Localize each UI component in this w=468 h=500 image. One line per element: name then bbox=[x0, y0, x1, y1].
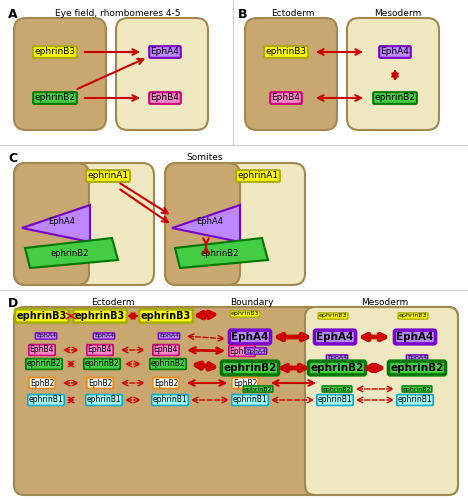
FancyBboxPatch shape bbox=[165, 163, 305, 285]
Text: EphB4: EphB4 bbox=[151, 94, 179, 102]
Text: EphA4: EphA4 bbox=[380, 48, 410, 56]
Text: ephrinB2: ephrinB2 bbox=[151, 360, 185, 368]
Text: A: A bbox=[8, 8, 18, 21]
Text: EphA4: EphA4 bbox=[196, 218, 223, 226]
Text: D: D bbox=[8, 297, 18, 310]
Text: ephrinB1: ephrinB1 bbox=[318, 396, 352, 404]
Text: EphA4: EphA4 bbox=[316, 332, 354, 342]
Polygon shape bbox=[22, 205, 90, 242]
Text: EphA4: EphA4 bbox=[396, 332, 434, 342]
Text: ephrinB3: ephrinB3 bbox=[231, 312, 259, 316]
Text: Boundary: Boundary bbox=[230, 298, 274, 307]
Text: ephrinB2: ephrinB2 bbox=[390, 363, 444, 373]
Text: ephrinB2: ephrinB2 bbox=[201, 250, 239, 258]
Text: ephrinB3: ephrinB3 bbox=[319, 314, 347, 318]
Text: ephrinB2: ephrinB2 bbox=[244, 386, 272, 392]
Text: Mesoderm: Mesoderm bbox=[361, 298, 409, 307]
Polygon shape bbox=[172, 205, 240, 242]
Text: ephrinB1: ephrinB1 bbox=[29, 396, 63, 404]
Text: EphB2: EphB2 bbox=[233, 378, 257, 388]
Text: EphB4: EphB4 bbox=[154, 346, 178, 354]
Text: ephrinB3: ephrinB3 bbox=[35, 48, 75, 56]
Text: ephrinB3: ephrinB3 bbox=[17, 311, 67, 321]
FancyBboxPatch shape bbox=[14, 18, 106, 130]
Text: EphB4: EphB4 bbox=[271, 94, 300, 102]
Text: ephrinB1: ephrinB1 bbox=[153, 396, 187, 404]
Text: Eye field, rhombomeres 4-5: Eye field, rhombomeres 4-5 bbox=[55, 9, 181, 18]
Text: ephrinB2: ephrinB2 bbox=[374, 94, 416, 102]
Text: B: B bbox=[238, 8, 248, 21]
FancyBboxPatch shape bbox=[14, 307, 458, 495]
Polygon shape bbox=[175, 238, 268, 268]
Text: ephrinB2: ephrinB2 bbox=[27, 360, 61, 368]
FancyBboxPatch shape bbox=[305, 307, 458, 495]
FancyBboxPatch shape bbox=[116, 18, 208, 130]
Text: ephrinB2: ephrinB2 bbox=[223, 363, 277, 373]
Text: ephrinB2: ephrinB2 bbox=[51, 250, 89, 258]
Polygon shape bbox=[25, 238, 118, 268]
Text: ephrinB1: ephrinB1 bbox=[87, 396, 121, 404]
Text: EphA4: EphA4 bbox=[246, 348, 266, 354]
FancyBboxPatch shape bbox=[347, 18, 439, 130]
Text: EphB2: EphB2 bbox=[30, 378, 54, 388]
Text: Mesoderm: Mesoderm bbox=[374, 9, 422, 18]
Text: ephrinA1: ephrinA1 bbox=[88, 172, 129, 180]
Text: EphB2: EphB2 bbox=[88, 378, 112, 388]
Text: ephrinB3: ephrinB3 bbox=[265, 48, 307, 56]
Text: ephrinB1: ephrinB1 bbox=[398, 396, 432, 404]
Text: ephrinB3: ephrinB3 bbox=[141, 311, 191, 321]
Text: ephrinB2: ephrinB2 bbox=[323, 386, 351, 392]
Text: ephrinB3: ephrinB3 bbox=[399, 314, 427, 318]
Text: ephrinB2: ephrinB2 bbox=[35, 94, 75, 102]
Text: EphA4: EphA4 bbox=[94, 334, 114, 338]
Text: ephrinB2: ephrinB2 bbox=[310, 363, 364, 373]
Text: Ectoderm: Ectoderm bbox=[91, 298, 135, 307]
Text: ephrinB3: ephrinB3 bbox=[75, 311, 125, 321]
Text: EphA4: EphA4 bbox=[48, 218, 75, 226]
Text: EphA4: EphA4 bbox=[151, 48, 179, 56]
Text: EphA4: EphA4 bbox=[407, 356, 427, 360]
Text: EphA4: EphA4 bbox=[231, 332, 269, 342]
Text: EphA4: EphA4 bbox=[36, 334, 56, 338]
FancyBboxPatch shape bbox=[245, 18, 337, 130]
Text: ephrinB1: ephrinB1 bbox=[233, 396, 267, 404]
Text: Ectoderm: Ectoderm bbox=[271, 9, 315, 18]
Text: EphA4: EphA4 bbox=[159, 334, 179, 338]
Text: C: C bbox=[8, 152, 17, 165]
Text: EphB2: EphB2 bbox=[154, 378, 178, 388]
FancyBboxPatch shape bbox=[165, 163, 240, 285]
Text: ephrinA1: ephrinA1 bbox=[237, 172, 278, 180]
Text: EphB4: EphB4 bbox=[230, 346, 254, 356]
Text: Somites: Somites bbox=[187, 153, 223, 162]
Text: EphB4: EphB4 bbox=[30, 346, 54, 354]
Text: EphB4: EphB4 bbox=[88, 346, 112, 354]
Text: ephrinB2: ephrinB2 bbox=[85, 360, 119, 368]
Text: ephrinB2: ephrinB2 bbox=[403, 386, 431, 392]
Text: EphA4: EphA4 bbox=[327, 356, 347, 360]
FancyBboxPatch shape bbox=[14, 163, 89, 285]
FancyBboxPatch shape bbox=[14, 163, 154, 285]
